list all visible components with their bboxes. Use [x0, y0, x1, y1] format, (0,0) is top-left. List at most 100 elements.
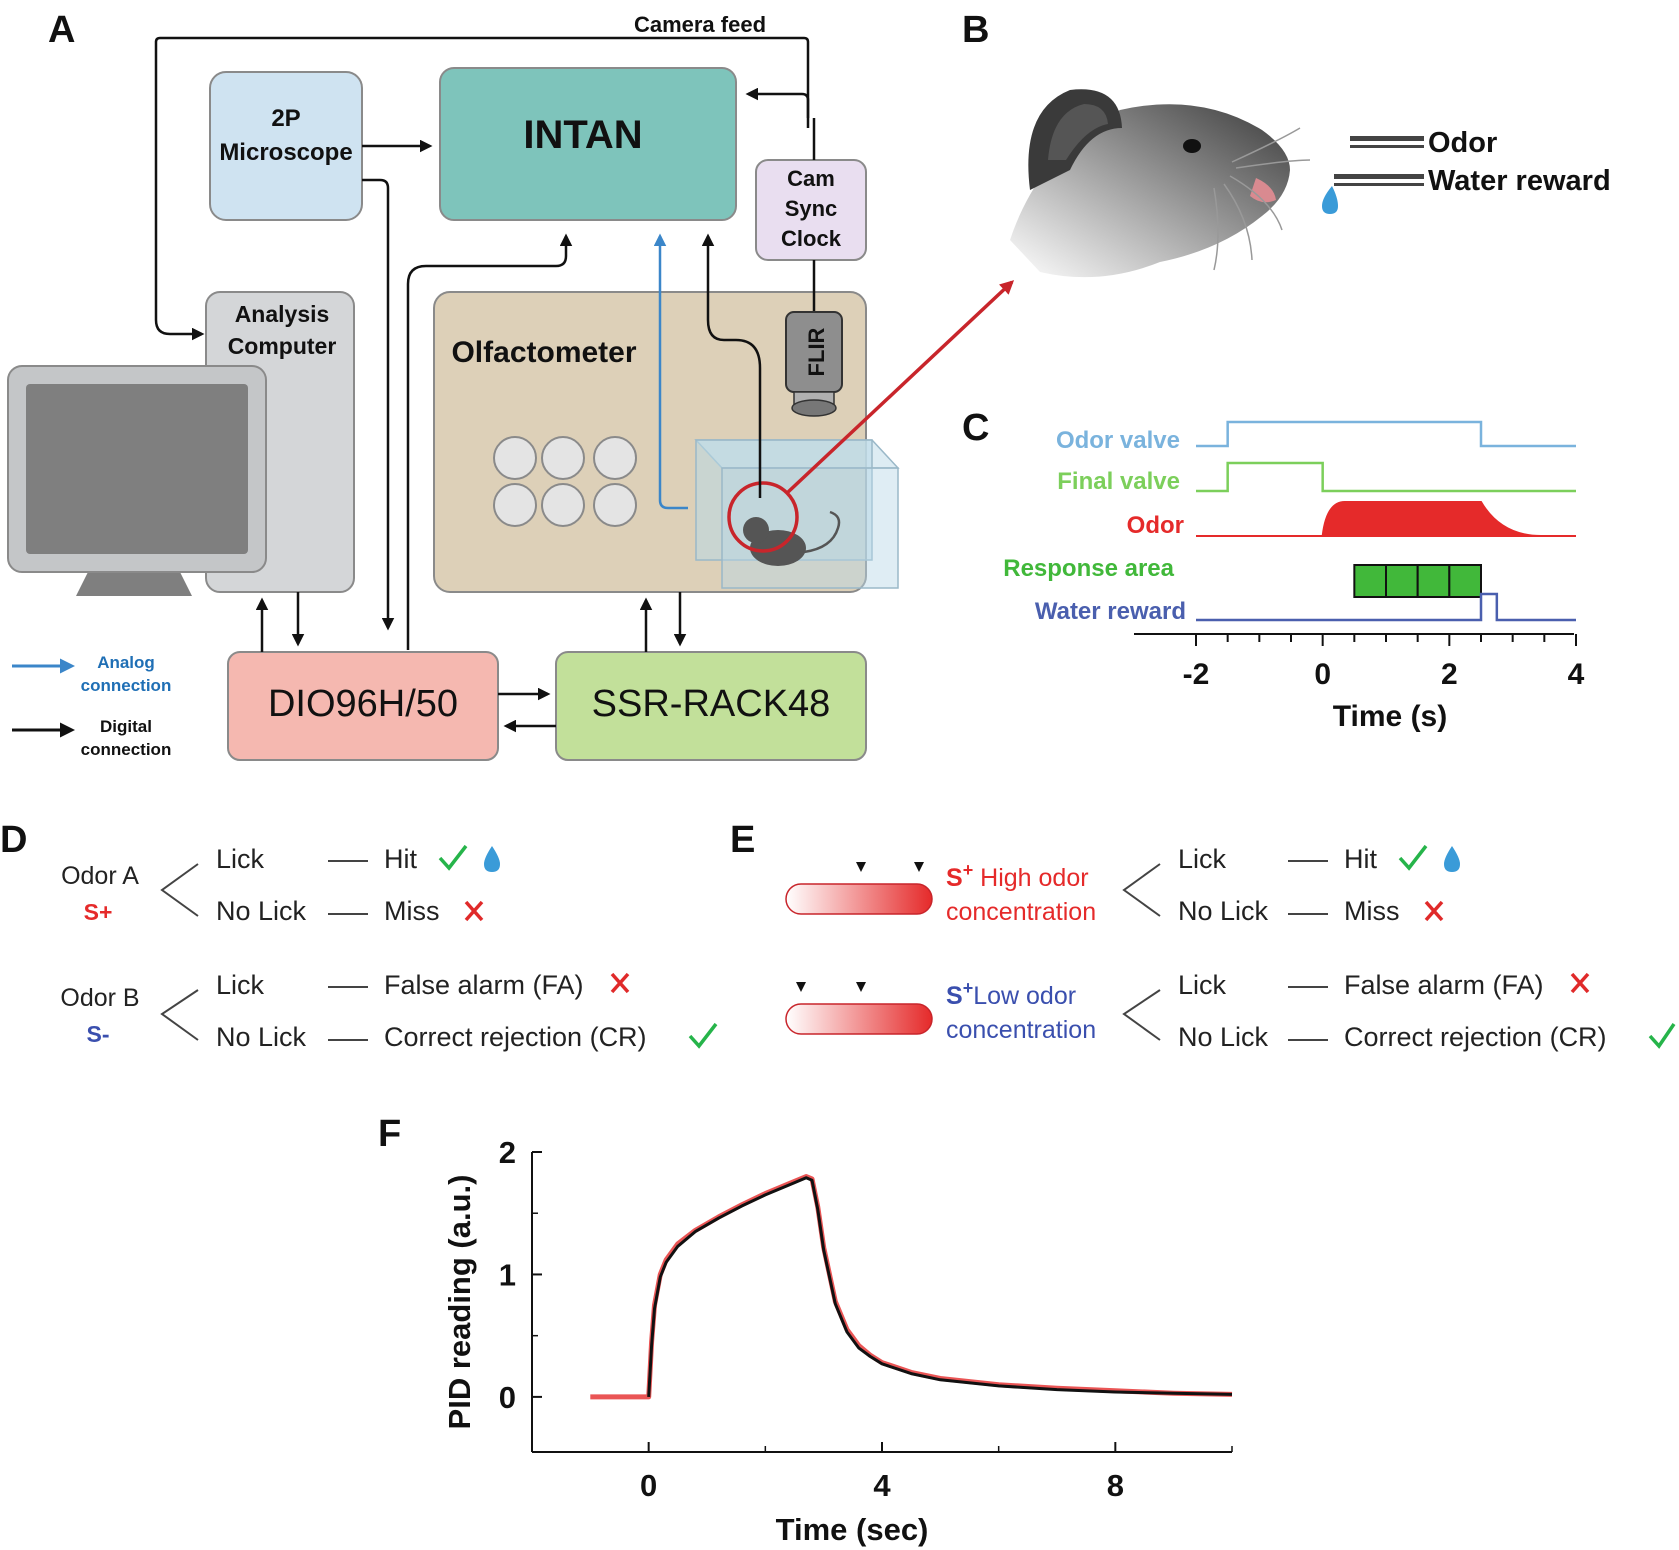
cam-sync-to-intan-arrow	[745, 87, 810, 118]
intan-label: INTAN	[523, 113, 642, 157]
d-hit-check-icon	[438, 844, 468, 871]
panel-c: C Odor valve Final valve Odor Response a…	[962, 407, 1585, 733]
microscope-label-line2: Microscope	[219, 139, 352, 166]
d-odor-b-label: Odor B	[60, 984, 139, 1012]
panel-label-a: A	[48, 9, 75, 51]
e-tube2-marker-1	[796, 982, 806, 992]
d-splus-label: S+	[84, 899, 113, 925]
c-tick-label: 0	[1314, 658, 1331, 691]
e-g2-stimulus-line2: concentration	[946, 1016, 1096, 1044]
panel-e: E S+ High odor concentration Lick No Lic…	[730, 819, 1676, 1052]
odor-port-label: Odor	[1428, 127, 1497, 159]
f-y-tick-label: 0	[499, 1380, 516, 1415]
panel-label-f: F	[378, 1113, 401, 1155]
legend-analog-line2: connection	[81, 676, 172, 695]
d-g1-action-lick: Lick	[216, 844, 265, 874]
zoom-arrow-to-b	[785, 280, 1015, 495]
f-x-axis-label: Time (sec)	[776, 1512, 929, 1547]
e-tube1-marker-2	[914, 862, 924, 872]
water-reward-port-label: Water reward	[1428, 165, 1611, 197]
dio-label: DIO96H/50	[268, 683, 458, 725]
legend-digital-line2: connection	[81, 740, 172, 759]
e-g2-action-lick: Lick	[1178, 970, 1227, 1000]
d-sminus-label: S-	[87, 1021, 110, 1047]
computer-label-line2: Computer	[228, 333, 337, 359]
c-response-segment	[1416, 564, 1451, 598]
f-x-tick-label: 0	[640, 1468, 657, 1503]
e-g1-action-nolick: No Lick	[1178, 896, 1269, 926]
f-x-tick-label: 4	[873, 1468, 891, 1503]
odor-port-tube	[1350, 136, 1424, 141]
f-series-line-0	[590, 1174, 1233, 1400]
e-miss-cross-icon	[1424, 900, 1444, 922]
c-x-ticks: -2 0 2 4	[1183, 634, 1585, 691]
f-y-tick-label: 2	[499, 1135, 516, 1170]
camera-feed-connection	[154, 36, 810, 341]
panel-label-d: D	[0, 819, 27, 861]
d-cr-check-icon	[688, 1022, 718, 1049]
e-hit-check-icon	[1398, 844, 1428, 871]
camera-feed-label: Camera feed	[634, 12, 766, 37]
ssr-box	[555, 651, 867, 761]
d-g1-action-nolick: No Lick	[216, 896, 307, 926]
panel-label-c: C	[962, 407, 989, 449]
dio-to-intan-arrow	[406, 233, 573, 650]
d-fa-cross-icon	[610, 972, 630, 994]
olfactometer-label: Olfactometer	[451, 336, 636, 369]
e-fa-cross-icon	[1570, 972, 1590, 994]
odor-vials	[493, 436, 637, 527]
water-port-tube	[1334, 174, 1424, 179]
e-g1-stimulus-line2: concentration	[946, 898, 1096, 926]
d-miss-cross-icon	[464, 900, 484, 922]
panel-f: F 0 4 8 0 1 2 Time (sec) PID reading (a.u.)	[378, 1113, 1233, 1547]
e-tube1-marker-1	[856, 862, 866, 872]
e-g1-action-lick: Lick	[1178, 844, 1227, 874]
panel-d: D Odor A S+ Lick No Lick Hit Miss Odor B…	[0, 819, 718, 1052]
computer-label-line1: Analysis	[235, 301, 330, 327]
d-g2-action-nolick: No Lick	[216, 1022, 307, 1052]
cam-sync-line1: Cam	[787, 166, 835, 191]
e-branch-1	[1122, 863, 1161, 917]
panel-a: A Camera feed 2P Microscope INTAN Cam Sy…	[7, 9, 1015, 761]
c-tick-label: 4	[1568, 658, 1585, 691]
e-branch-2	[1122, 989, 1161, 1041]
microscope-to-dio-arrow	[362, 178, 395, 631]
e-g1-outcome-hit: Hit	[1344, 844, 1377, 874]
c-label-odor-valve: Odor valve	[1056, 427, 1180, 454]
e-low-concentration-tube	[785, 1003, 933, 1035]
cage-magnifier-circle	[727, 481, 799, 553]
f-ticks: 0 4 8 0 1 2	[499, 1135, 1233, 1503]
e-g2-stimulus-line1: S+Low odor	[946, 978, 1076, 1010]
e-cr-check-icon	[1648, 1023, 1676, 1049]
dio-box	[227, 651, 499, 761]
lickometer-to-intan-arrow	[701, 233, 762, 498]
panel-label-e: E	[730, 819, 755, 861]
d-g1-outcome-hit: Hit	[384, 844, 417, 874]
e-g1-outcome-miss: Miss	[1344, 896, 1400, 926]
c-label-odor: Odor	[1127, 512, 1184, 539]
d-hit-water-drop-icon	[484, 846, 500, 872]
c-response-segment	[1385, 564, 1419, 598]
c-timing-traces	[1196, 420, 1576, 622]
legend-digital-line1: Digital	[100, 717, 152, 736]
d-g2-outcome-cr: Correct rejection (CR)	[384, 1022, 647, 1052]
e-tube2-marker-2	[856, 982, 866, 992]
c-x-axis-label: Time (s)	[1333, 700, 1447, 733]
panel-b: B Odor Water reward	[962, 9, 1611, 278]
d-branch-1	[160, 863, 199, 917]
intan-box	[439, 67, 737, 221]
c-trace-odor	[1196, 501, 1576, 537]
c-label-water-reward: Water reward	[1035, 598, 1186, 625]
e-high-concentration-tube	[785, 883, 933, 915]
microscope-label-line1: 2P	[271, 105, 300, 132]
e-g1-stimulus-line1: S+ High odor	[946, 860, 1089, 892]
d-g2-outcome-fa: False alarm (FA)	[384, 970, 584, 1000]
c-response-segment	[1448, 564, 1483, 598]
e-g2-action-nolick: No Lick	[1178, 1022, 1269, 1052]
d-g1-outcome-miss: Miss	[384, 896, 440, 926]
mouse-head-illustration	[1010, 89, 1338, 278]
c-label-response-area: Response area	[1003, 555, 1174, 582]
monitor-screen	[26, 384, 248, 554]
c-tick-label: 2	[1441, 658, 1458, 691]
